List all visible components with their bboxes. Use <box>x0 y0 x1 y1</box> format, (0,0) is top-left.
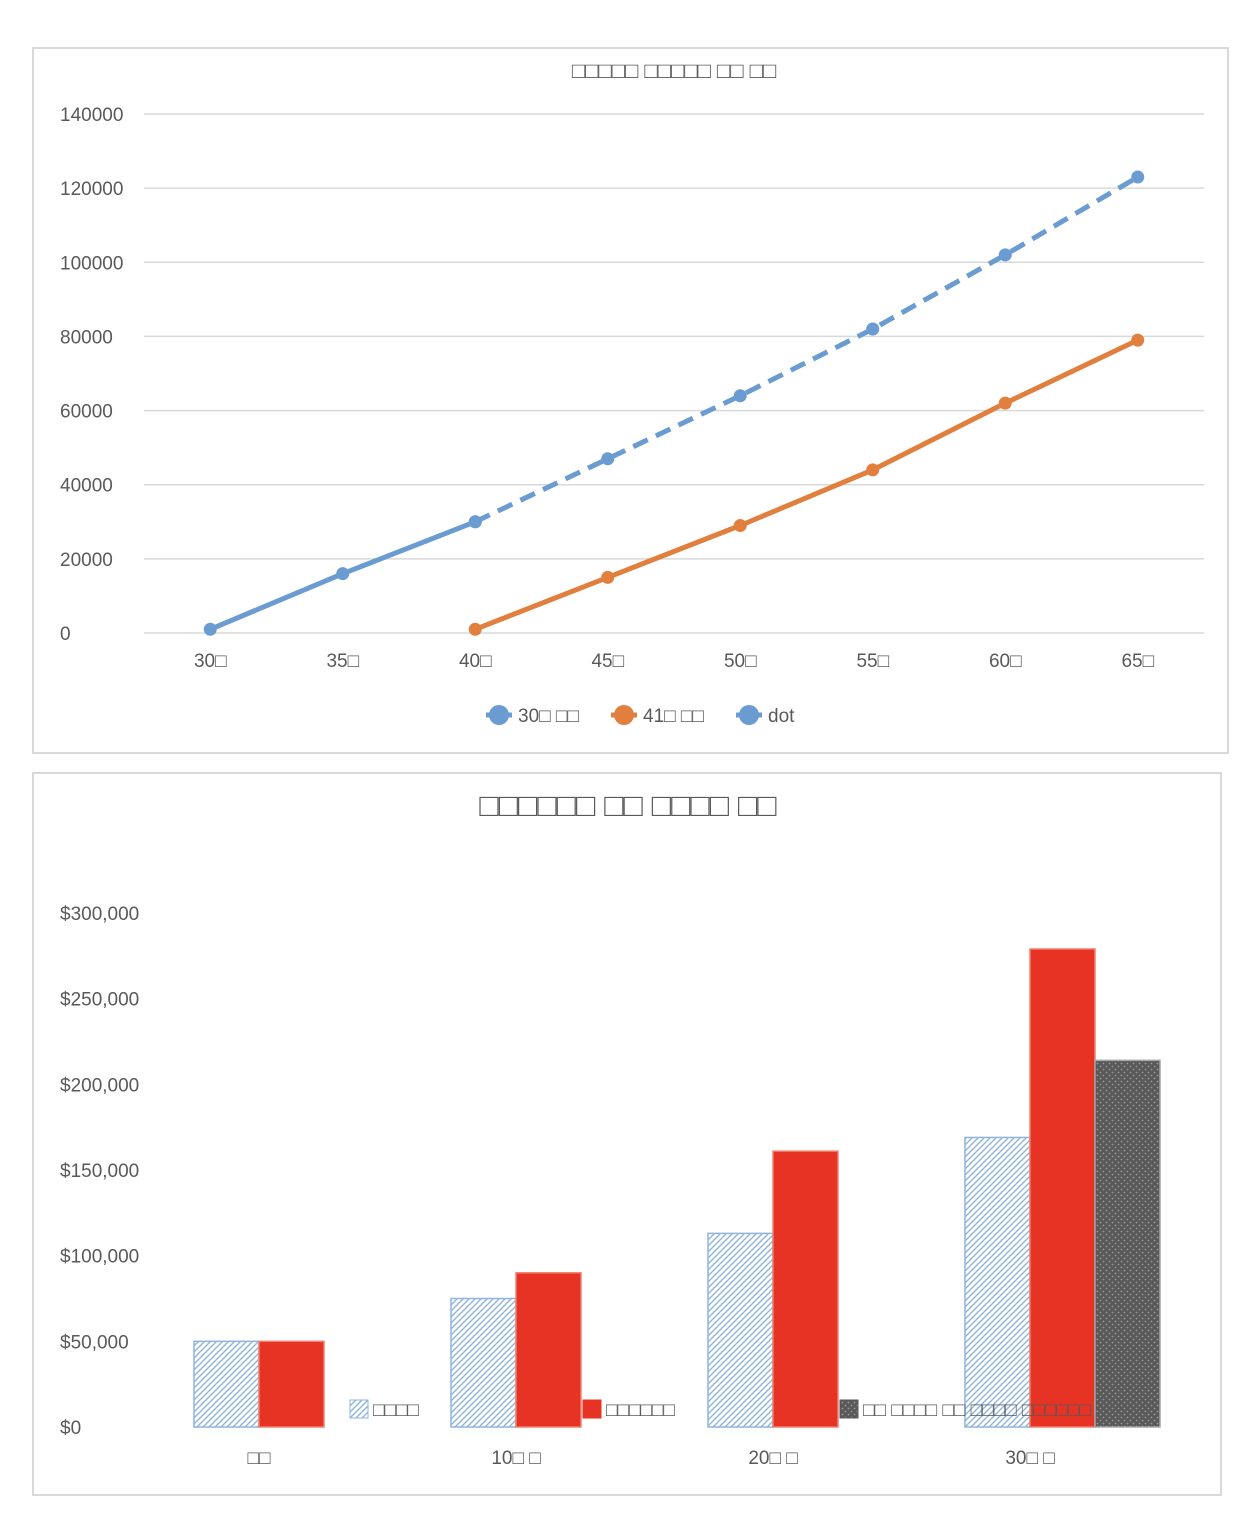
bar <box>450 1297 517 1428</box>
y-tick-label: $300,000 <box>60 904 139 925</box>
x-tick-label: 55□ <box>856 651 889 672</box>
y-tick-label: $50,000 <box>60 1332 129 1353</box>
data-point <box>998 396 1012 410</box>
bar-chart-panel: □□□□□□ □□ □□□□ □□ $0 $50,000 $100,000 $150,0… <box>32 772 1222 1496</box>
y-tick-label: 60000 <box>60 402 113 423</box>
data-point <box>733 389 747 403</box>
bar <box>964 1136 1031 1428</box>
legend-swatch <box>839 1399 859 1419</box>
y-tick-label: $100,000 <box>60 1247 139 1268</box>
bar <box>772 1150 839 1428</box>
legend-label: 41□ □□ <box>643 706 704 727</box>
bar-chart: □□□□□□ □□ □□□□ □□ $0 $50,000 $100,000 $150,0… <box>60 787 1161 1469</box>
y-tick-label: 100000 <box>60 253 123 274</box>
data-point <box>733 518 747 532</box>
x-tick-label: □□ <box>248 1448 271 1469</box>
x-tick-label: 10□ □ <box>491 1448 541 1469</box>
x-tick-label: 65□ <box>1121 651 1154 672</box>
line-chart-panel: □□□□□ □□□□□ □□ □□ 0 20000 40000 60000 80000 10… <box>32 47 1229 754</box>
y-tick-label: 40000 <box>60 476 113 497</box>
y-tick-label: $250,000 <box>60 990 139 1011</box>
legend-swatch-marker <box>614 705 634 725</box>
data-point <box>866 463 880 477</box>
x-tick-label: 45□ <box>591 651 624 672</box>
legend-swatch <box>349 1399 369 1419</box>
legend-label: dot <box>768 706 795 727</box>
x-tick-label: 60□ <box>989 651 1022 672</box>
x-tick-label: 35□ <box>326 651 359 672</box>
data-point <box>1131 333 1145 347</box>
data-point <box>203 622 217 636</box>
x-tick-label: 40□ <box>459 651 492 672</box>
x-tick-label: 20□ □ <box>748 1448 798 1469</box>
legend-swatch <box>582 1399 602 1419</box>
chart-title: □□□□□ □□□□□ □□ □□ <box>572 58 776 83</box>
y-tick-label: 120000 <box>60 179 123 200</box>
legend-swatch-marker <box>739 705 759 725</box>
x-tick-label: 30□ □ <box>1005 1448 1055 1469</box>
series-line <box>474 174 1140 525</box>
y-tick-label: $0 <box>60 1418 81 1439</box>
data-point <box>998 248 1012 262</box>
bar <box>1094 1059 1161 1428</box>
y-tick-label: 20000 <box>60 550 113 571</box>
data-point <box>866 322 880 336</box>
series-line <box>472 337 1141 632</box>
bar <box>193 1340 260 1428</box>
legend-label: □□ □□□□ □□ □□□□ □□□□□□ <box>863 1400 1091 1421</box>
x-tick-label: 30□ <box>194 651 227 672</box>
y-tick-label: 140000 <box>60 105 123 126</box>
line-chart: □□□□□ □□□□□ □□ □□ 0 20000 40000 60000 80000 10… <box>60 58 1204 727</box>
data-point <box>1131 170 1145 184</box>
data-point <box>468 622 482 636</box>
y-tick-label: $150,000 <box>60 1161 139 1182</box>
bar <box>707 1232 774 1428</box>
data-point <box>601 452 615 466</box>
y-tick-label: 80000 <box>60 327 113 348</box>
legend-label: □□□□ <box>373 1400 419 1421</box>
bar <box>258 1340 325 1428</box>
x-tick-label: 50□ <box>724 651 757 672</box>
legend-swatch-marker <box>489 705 509 725</box>
legend-label: □□□□□□ <box>606 1400 675 1421</box>
data-point <box>468 515 482 529</box>
bar <box>515 1272 582 1428</box>
data-point <box>601 570 615 584</box>
legend-label: 30□ □□ <box>518 706 579 727</box>
chart-title: □□□□□□ □□ □□□□ □□ <box>479 787 777 823</box>
bar <box>1029 948 1096 1428</box>
y-tick-label: 0 <box>60 624 71 645</box>
y-tick-label: $200,000 <box>60 1075 139 1096</box>
data-point <box>336 567 350 581</box>
